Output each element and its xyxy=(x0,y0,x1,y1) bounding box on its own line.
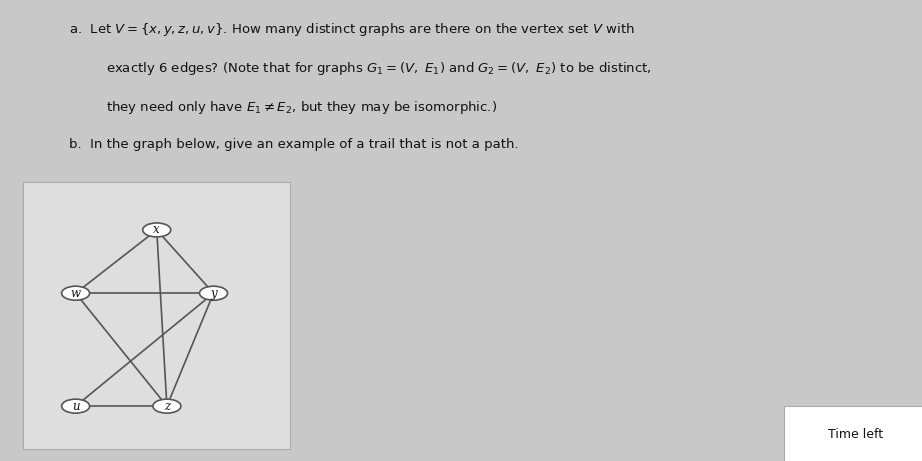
Circle shape xyxy=(199,286,228,300)
Text: u: u xyxy=(72,400,79,413)
Text: z: z xyxy=(164,400,170,413)
FancyBboxPatch shape xyxy=(784,406,922,461)
Text: exactly 6 edges? (Note that for graphs $G_1 = (V,\ E_1)$ and $G_2 = (V,\ E_2)$ t: exactly 6 edges? (Note that for graphs $… xyxy=(106,60,652,77)
FancyBboxPatch shape xyxy=(23,182,290,449)
Text: a.  Let $V = \{x, y, z, u, v\}$. How many distinct graphs are there on the verte: a. Let $V = \{x, y, z, u, v\}$. How many… xyxy=(69,21,634,38)
Circle shape xyxy=(62,399,89,413)
Text: y: y xyxy=(210,287,217,300)
Circle shape xyxy=(62,286,89,300)
Text: Time left: Time left xyxy=(828,428,882,441)
Text: x: x xyxy=(153,224,160,236)
Text: b.  In the graph below, give an example of a trail that is not a path.: b. In the graph below, give an example o… xyxy=(69,138,519,151)
Text: they need only have $E_1 \neq E_2$, but they may be isomorphic.): they need only have $E_1 \neq E_2$, but … xyxy=(106,99,497,116)
Circle shape xyxy=(153,399,181,413)
Circle shape xyxy=(143,223,171,237)
Text: w: w xyxy=(71,287,80,300)
